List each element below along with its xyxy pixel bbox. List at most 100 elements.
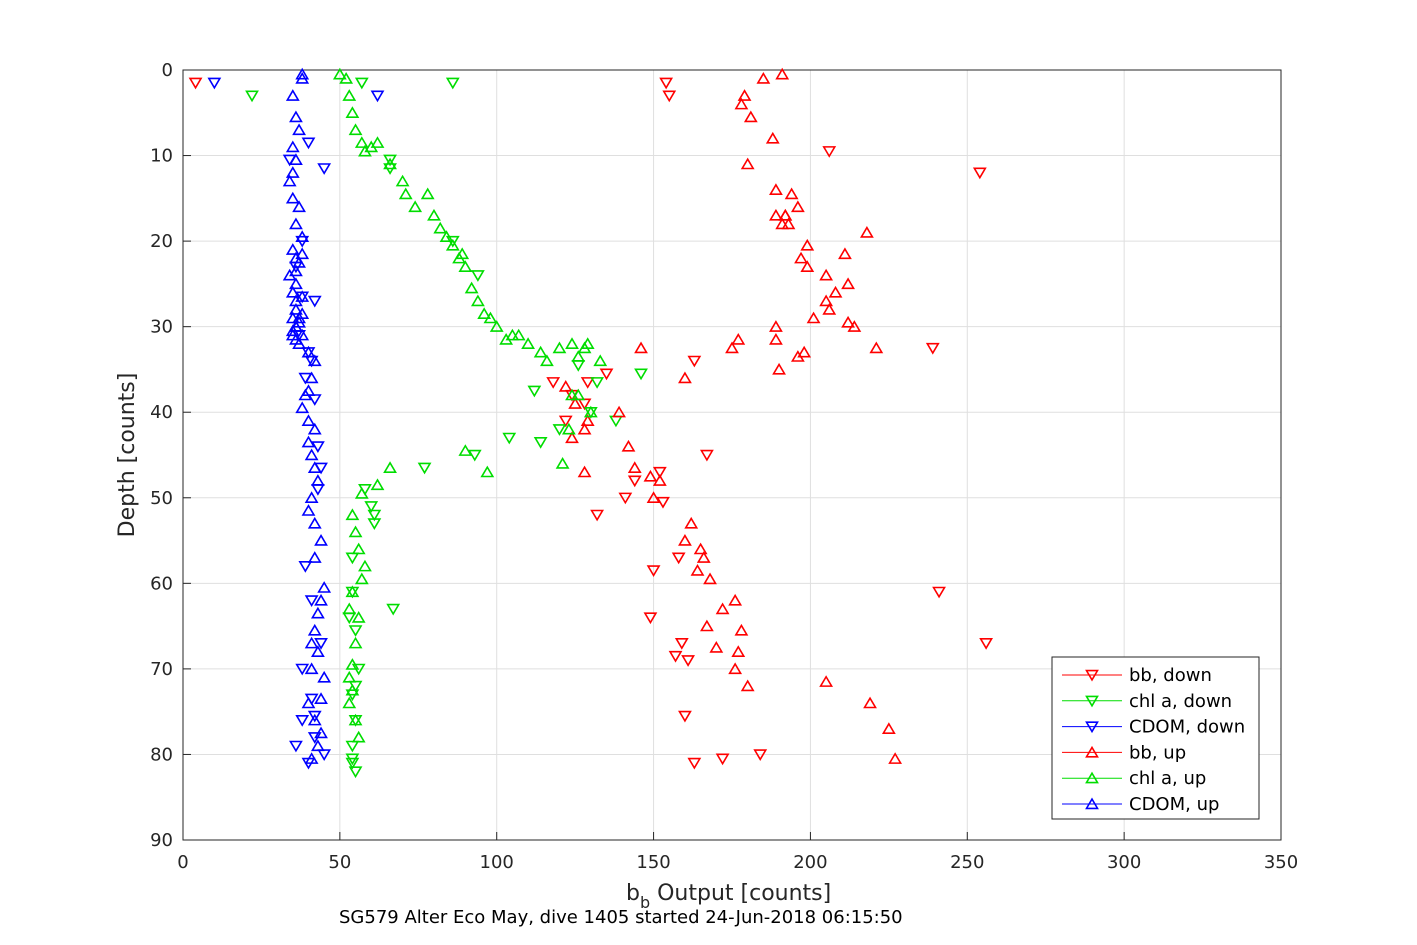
data-point	[307, 710, 322, 723]
data-point	[285, 243, 300, 255]
data-point	[310, 441, 325, 453]
data-point	[731, 332, 746, 345]
data-point	[295, 67, 310, 80]
data-point	[841, 277, 855, 290]
legend-marker	[1085, 771, 1099, 784]
series-bb-down	[188, 77, 994, 770]
data-point	[445, 77, 460, 90]
data-point	[489, 320, 504, 332]
data-point	[979, 638, 994, 650]
data-point	[652, 466, 667, 479]
data-point	[317, 163, 332, 175]
data-point	[307, 623, 322, 636]
legend-label: chl a, up	[1129, 768, 1206, 789]
x-axis-label: bb Output [counts]	[626, 881, 831, 912]
x-tick-label: 50	[328, 852, 351, 873]
data-point	[314, 638, 328, 650]
data-point	[354, 136, 369, 148]
data-point	[289, 303, 303, 315]
data-point	[470, 270, 485, 282]
data-point	[703, 572, 717, 585]
data-point	[285, 191, 300, 204]
data-point	[295, 663, 310, 676]
legend-label: CDOM, up	[1129, 794, 1219, 815]
data-point	[775, 67, 790, 80]
data-point	[351, 611, 366, 623]
data-point	[674, 638, 689, 650]
data-point	[715, 602, 730, 615]
data-point	[709, 640, 724, 653]
y-tick-label: 0	[162, 60, 173, 81]
y-tick-label: 60	[150, 573, 173, 594]
data-point	[925, 342, 940, 355]
data-point	[715, 753, 730, 766]
data-point	[307, 422, 322, 435]
series-bb-up	[558, 67, 903, 764]
data-point	[634, 341, 648, 354]
data-point	[558, 415, 573, 428]
legend-label: CDOM, down	[1129, 717, 1245, 738]
data-point	[580, 414, 595, 426]
data-point	[634, 368, 648, 381]
data-point	[345, 585, 360, 598]
data-point	[310, 606, 325, 619]
x-tick-label: 300	[1107, 852, 1141, 873]
data-point	[533, 436, 548, 449]
data-point	[342, 670, 357, 683]
data-point	[678, 371, 692, 384]
data-point	[295, 715, 310, 727]
data-point	[348, 636, 363, 649]
data-point	[646, 491, 661, 503]
legend-entry: chl a, down	[1062, 691, 1232, 712]
data-point	[433, 221, 448, 234]
data-point	[295, 290, 310, 302]
data-point	[348, 713, 363, 726]
series-cdom-up	[282, 67, 332, 764]
y-axis-label: Depth [counts]	[115, 373, 140, 538]
data-point	[301, 504, 316, 516]
data-point	[609, 415, 623, 428]
data-point	[304, 752, 319, 764]
data-point	[427, 208, 441, 221]
data-point	[304, 371, 319, 384]
data-point	[342, 696, 357, 709]
data-point	[643, 612, 658, 625]
legend-label: chl a, down	[1129, 691, 1232, 712]
data-point	[310, 739, 325, 752]
data-point	[769, 332, 783, 345]
data-point	[819, 268, 834, 281]
data-point	[289, 217, 303, 230]
data-point	[314, 726, 328, 739]
data-point	[420, 187, 435, 200]
data-point	[332, 67, 347, 80]
data-point	[483, 311, 498, 324]
data-point	[790, 200, 805, 213]
data-point	[765, 131, 780, 144]
data-point	[458, 444, 473, 456]
series-chl-a-up	[332, 67, 608, 743]
data-point	[533, 345, 548, 358]
data-point	[314, 534, 328, 546]
legend-marker	[1085, 797, 1099, 810]
data-point	[693, 542, 708, 555]
data-point	[364, 501, 379, 513]
data-point	[188, 77, 203, 90]
data-point	[383, 461, 397, 474]
y-tick-label: 90	[150, 830, 173, 851]
data-point	[778, 208, 793, 221]
data-point	[339, 72, 354, 84]
data-point	[740, 679, 755, 692]
data-point	[345, 683, 360, 696]
data-point	[358, 559, 372, 572]
legend-marker	[1085, 695, 1099, 708]
data-point	[301, 696, 316, 709]
data-point	[565, 431, 579, 444]
data-point	[700, 619, 714, 632]
data-point	[734, 623, 749, 636]
y-axis-ticks: 0 10 20 30 40 50 60 70 80 90	[150, 60, 191, 851]
data-point	[295, 307, 310, 320]
data-point	[395, 174, 410, 187]
data-point	[618, 492, 633, 505]
data-point	[577, 465, 592, 478]
legend-box	[1051, 656, 1260, 820]
